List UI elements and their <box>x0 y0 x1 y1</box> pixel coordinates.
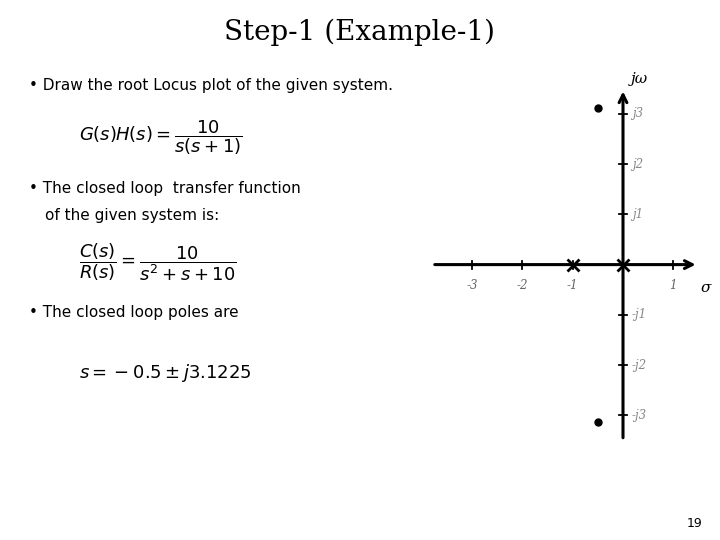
Text: -j1: -j1 <box>632 308 647 321</box>
Text: -3: -3 <box>467 279 478 292</box>
Text: -j3: -j3 <box>632 409 647 422</box>
Text: • The closed loop  transfer function: • The closed loop transfer function <box>29 181 300 196</box>
Text: -2: -2 <box>517 279 528 292</box>
Text: Step-1 (Example-1): Step-1 (Example-1) <box>225 19 495 46</box>
Text: 19: 19 <box>686 517 702 530</box>
Text: j2: j2 <box>632 158 643 171</box>
Text: j1: j1 <box>632 208 643 221</box>
Text: 1: 1 <box>670 279 677 292</box>
Text: $G(s)H(s) = \dfrac{10}{s(s+1)}$: $G(s)H(s) = \dfrac{10}{s(s+1)}$ <box>79 118 243 157</box>
Text: of the given system is:: of the given system is: <box>45 208 219 223</box>
Text: σ: σ <box>701 281 711 295</box>
Text: jω: jω <box>631 72 648 86</box>
Text: j3: j3 <box>632 107 643 120</box>
Text: -1: -1 <box>567 279 578 292</box>
Text: • The closed loop poles are: • The closed loop poles are <box>29 305 238 320</box>
Text: • Draw the root Locus plot of the given system.: • Draw the root Locus plot of the given … <box>29 78 393 93</box>
Text: $s = -0.5 \pm j3.1225$: $s = -0.5 \pm j3.1225$ <box>79 362 252 383</box>
Text: -j2: -j2 <box>632 359 647 372</box>
Text: $\dfrac{C(s)}{R(s)} = \dfrac{10}{s^2+s+10}$: $\dfrac{C(s)}{R(s)} = \dfrac{10}{s^2+s+1… <box>79 241 237 283</box>
